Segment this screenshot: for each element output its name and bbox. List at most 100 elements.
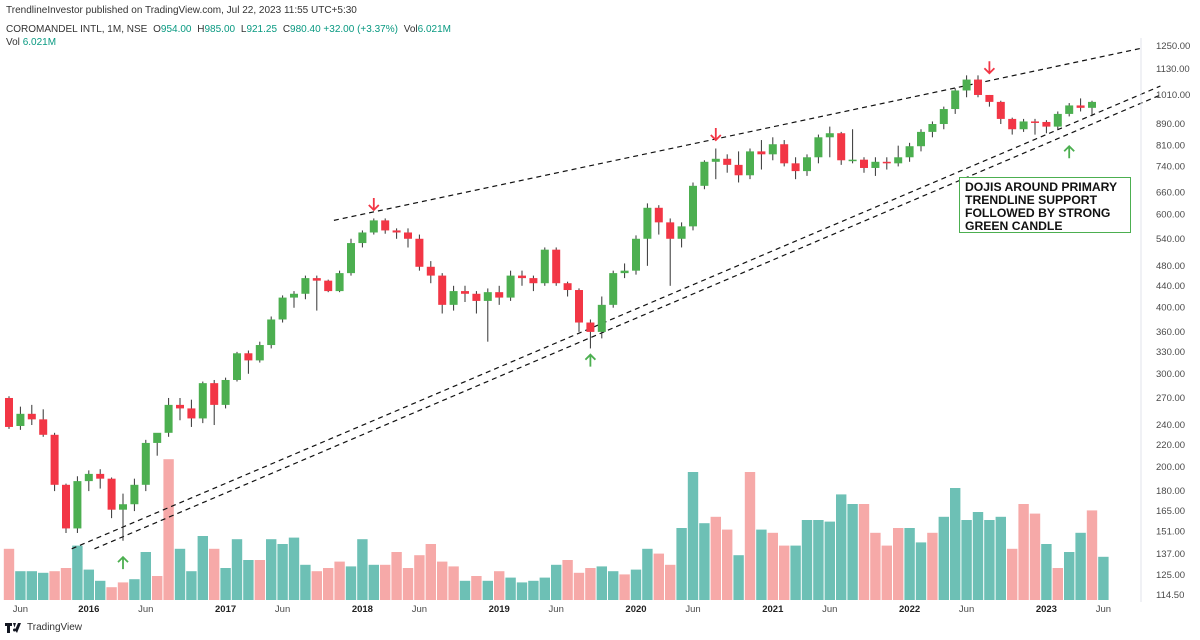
candle: [301, 275, 310, 300]
candle: [39, 409, 48, 437]
candle: [187, 399, 196, 427]
candle: [563, 281, 572, 297]
price-tick-label: 480.00: [1156, 261, 1185, 272]
candle: [358, 230, 367, 248]
candle-body: [939, 109, 948, 125]
volume-bar: [539, 577, 550, 600]
volume-bar: [881, 545, 892, 600]
volume-bar: [847, 504, 858, 600]
volume-bar: [756, 529, 767, 600]
candle-body: [244, 353, 253, 361]
candle-body: [825, 133, 834, 138]
candle-body: [917, 131, 925, 147]
volume-bar: [482, 580, 493, 600]
candle-body: [335, 273, 344, 292]
candle-body: [358, 232, 367, 244]
symbol-label[interactable]: COROMANDEL INTL, 1M, NSE: [6, 24, 148, 35]
candle-body: [221, 379, 230, 405]
candle: [529, 275, 538, 292]
low-value: 921.25: [246, 24, 278, 35]
candle: [404, 228, 412, 248]
candle: [689, 182, 697, 231]
candle-body: [27, 413, 36, 420]
candle-body: [461, 291, 469, 294]
price-tick-label: 114.50: [1156, 590, 1184, 601]
arrow-shape: [710, 128, 722, 142]
volume-bar: [209, 548, 220, 600]
candle-body: [324, 280, 333, 292]
candle: [495, 285, 504, 305]
candle-body: [974, 79, 982, 95]
volume-bar: [197, 536, 208, 600]
candle: [518, 270, 526, 286]
candle-body: [711, 158, 720, 162]
candle-body: [814, 137, 823, 158]
candle: [723, 154, 732, 173]
candle-body: [597, 304, 606, 332]
volume-bar: [630, 569, 642, 600]
candle: [176, 397, 184, 421]
red-down-arrow: [368, 198, 380, 212]
volume-indicator-label[interactable]: Vol: [6, 37, 20, 48]
candle-body: [176, 404, 184, 409]
support-trendline: [71, 85, 1161, 550]
candle: [472, 291, 481, 314]
candle-body: [233, 353, 241, 380]
candle-body: [1076, 105, 1085, 108]
candle: [791, 157, 800, 180]
candle-body: [951, 90, 960, 110]
candle: [643, 203, 652, 266]
candle-body: [426, 266, 435, 276]
candle-body: [518, 275, 526, 279]
candle-body: [575, 290, 583, 323]
price-tick-label: 151.00: [1156, 526, 1185, 537]
time-axis: Jun 2016 Jun 2017 Jun 2018 Jun 2019 Jun 2020 Jun 20…: [13, 604, 1111, 615]
candle: [985, 94, 994, 107]
candle-body: [198, 383, 207, 419]
high-value: 985.00: [204, 24, 236, 35]
candle-body: [96, 473, 105, 479]
price-tick-label: 740.00: [1156, 161, 1185, 172]
candle-body: [632, 238, 640, 271]
price-tick-label: 1130.00: [1156, 64, 1190, 75]
time-tick-label: 2021: [762, 604, 784, 615]
volume-bar: [573, 572, 585, 600]
annotation-box: DOJIS AROUND PRIMARY TRENDLINE SUPPORT F…: [959, 177, 1131, 233]
candle: [632, 235, 640, 275]
volume-bar: [858, 504, 870, 600]
red-down-arrow: [983, 61, 996, 75]
candle-body: [369, 220, 378, 233]
tradingview-brand[interactable]: TradingView: [27, 622, 83, 633]
candle-body: [187, 408, 196, 419]
volume-bar: [1029, 513, 1041, 600]
time-tick-label: Jun: [1096, 604, 1111, 615]
candle: [164, 397, 173, 437]
arrow-shape: [117, 555, 129, 570]
candle: [597, 296, 606, 339]
candle-body: [1053, 113, 1062, 127]
candle: [506, 270, 515, 301]
candle: [335, 270, 344, 293]
candle-body: [495, 292, 504, 298]
candle-body: [39, 419, 48, 435]
candle: [62, 483, 70, 533]
volume-bar: [174, 548, 186, 600]
volume-bar: [243, 560, 254, 600]
time-tick-label: 2020: [625, 604, 646, 615]
volume-bar: [528, 580, 539, 600]
candle: [552, 247, 561, 286]
candle: [119, 493, 127, 541]
candle-body: [677, 226, 686, 239]
candle: [620, 263, 629, 279]
annotation-line: DOJIS AROUND PRIMARY: [965, 180, 1118, 194]
price-tick-label: 240.00: [1156, 420, 1185, 431]
volume-bar: [414, 555, 425, 600]
volume-bar: [437, 561, 448, 600]
candle: [540, 247, 549, 286]
volume-bar: [1052, 568, 1063, 600]
candle: [392, 228, 401, 239]
volume-bar: [1098, 556, 1109, 600]
candle: [96, 469, 105, 489]
change-value: +32.00 (+3.37%): [323, 24, 398, 35]
